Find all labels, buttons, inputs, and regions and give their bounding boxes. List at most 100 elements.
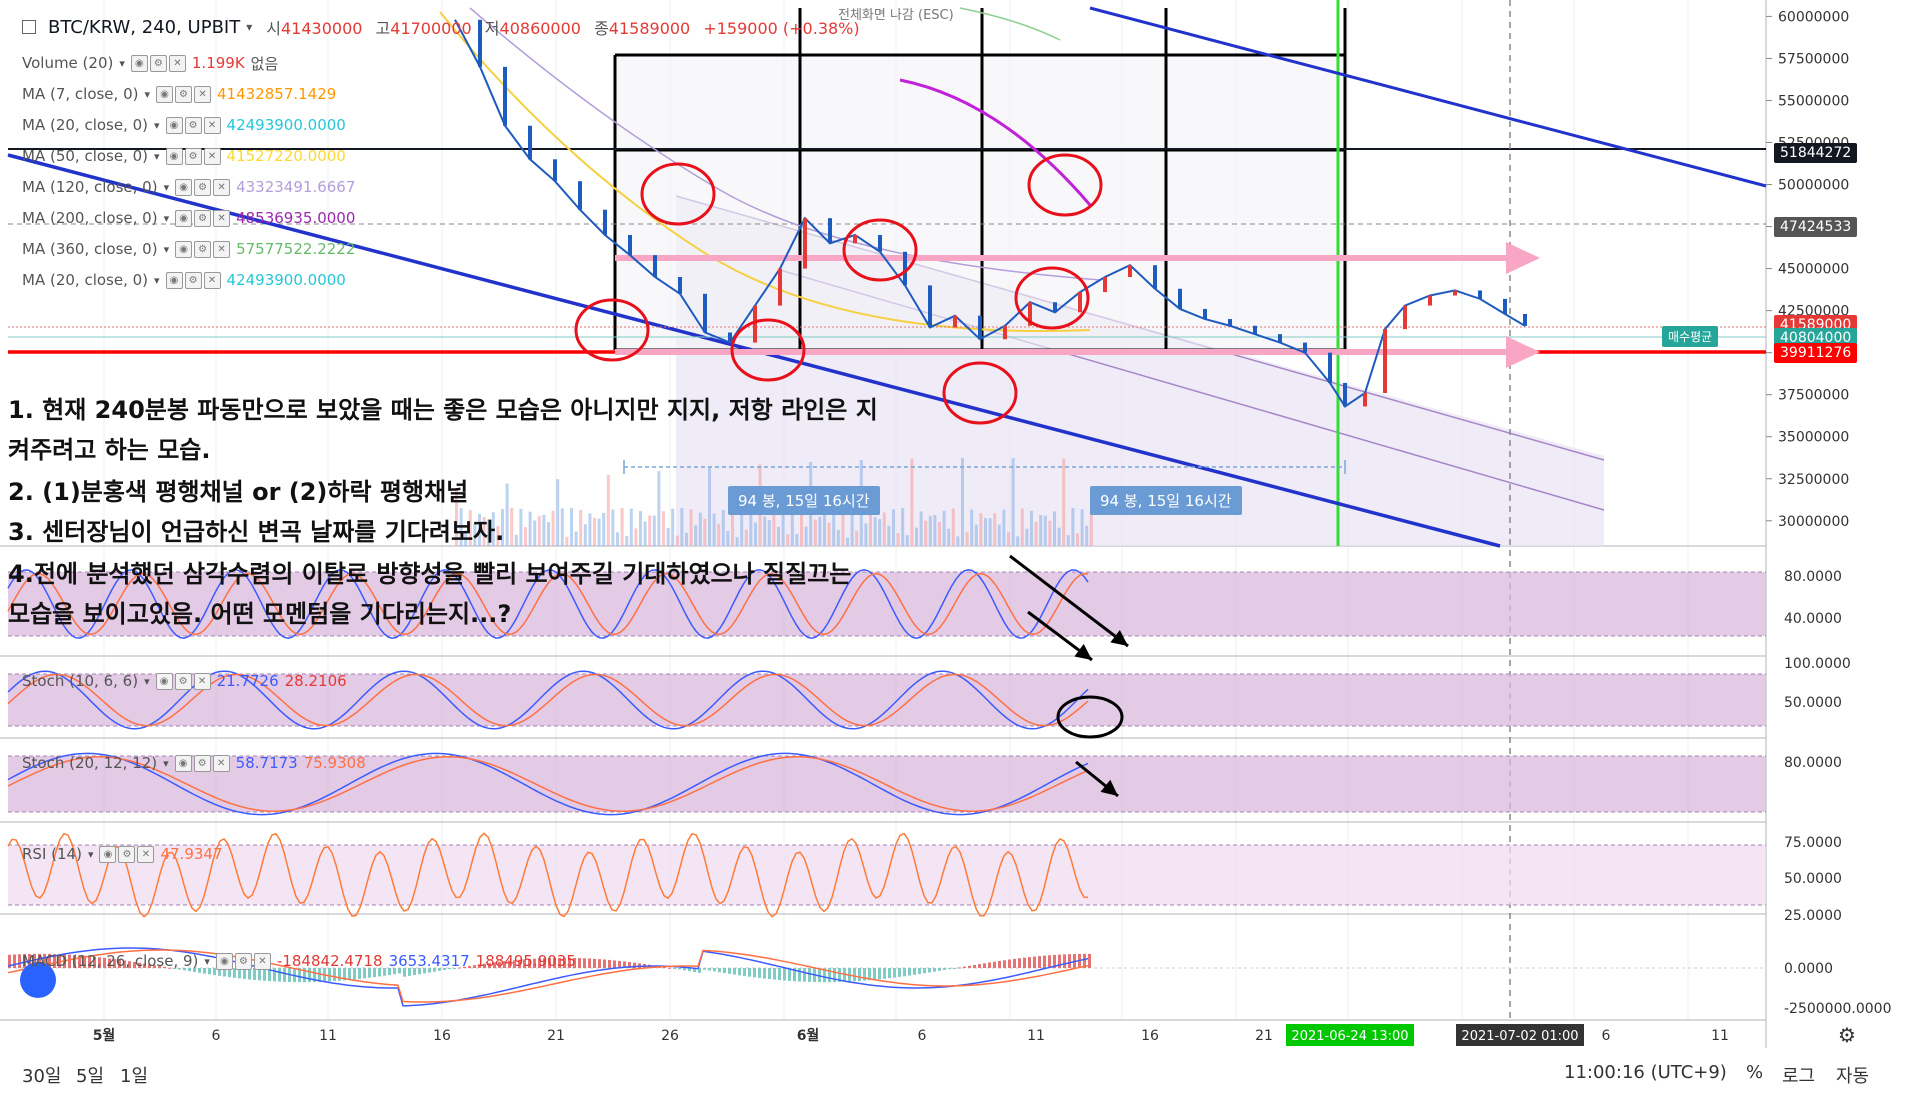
indicator-row[interactable]: Volume (20) ▾ ◉ ⚙ ✕ 1.199K 없음 xyxy=(22,52,278,74)
macd-histogram-bar xyxy=(858,968,861,981)
eye-icon[interactable]: ◉ xyxy=(99,845,117,863)
macd-legend[interactable]: MACD (12, 26, close, 9) ▾ ◉ ⚙ ✕ -184842.4718 3… xyxy=(22,950,576,972)
rsi-legend[interactable]: RSI (14) ▾ ◉ ⚙ ✕ 47.9347 xyxy=(22,843,223,865)
candle xyxy=(1053,302,1057,313)
symbol-title[interactable]: BTC/KRW, 240, UPBIT xyxy=(48,16,241,38)
indicator-label[interactable]: MA (20, close, 0) xyxy=(22,271,149,289)
indicator-row[interactable]: MA (200, close, 0) ▾ ◉ ⚙ ✕ 48536935.0000 xyxy=(22,207,355,229)
subpane-label[interactable]: Stoch (10, 6, 6) xyxy=(22,672,139,690)
indicator-row[interactable]: MA (360, close, 0) ▾ ◉ ⚙ ✕ 57577522.2222 xyxy=(22,238,355,260)
gear-icon[interactable]: ⚙ xyxy=(149,54,167,72)
eye-icon[interactable]: ◉ xyxy=(156,85,174,103)
range-5d-button[interactable]: 5일 xyxy=(76,1066,105,1087)
eye-icon[interactable]: ◉ xyxy=(175,209,193,227)
close-icon[interactable]: ✕ xyxy=(212,754,230,772)
indicator-row[interactable]: MA (20, close, 0) ▾ ◉ ⚙ ✕ 42493900.0000 xyxy=(22,114,346,136)
chevron-down-icon[interactable]: ▾ xyxy=(119,56,125,70)
indicator-label[interactable]: MA (7, close, 0) xyxy=(22,85,139,103)
gear-icon[interactable]: ⚙ xyxy=(234,952,252,970)
exit-fullscreen-hint[interactable]: 전체화면 나감 (ESC) xyxy=(838,8,954,23)
close-icon[interactable]: ✕ xyxy=(203,147,221,165)
stoch1-legend[interactable]: Stoch (10, 6, 6) ▾ ◉ ⚙ ✕ 21.7726 28.2106 xyxy=(22,670,347,692)
close-icon[interactable]: ✕ xyxy=(194,85,212,103)
close-icon[interactable]: ✕ xyxy=(203,271,221,289)
indicator-row[interactable]: MA (120, close, 0) ▾ ◉ ⚙ ✕ 43323491.6667 xyxy=(22,176,355,198)
gear-icon[interactable]: ⚙ xyxy=(194,209,212,227)
chevron-down-icon[interactable]: ▾ xyxy=(204,954,210,968)
chevron-down-icon[interactable]: ▾ xyxy=(154,118,160,132)
collapse-icon[interactable] xyxy=(22,20,36,34)
macd-histogram-bar xyxy=(733,968,736,975)
macd-histogram-bar xyxy=(143,963,146,968)
volume-bar xyxy=(887,525,891,546)
indicator-row[interactable]: MA (7, close, 0) ▾ ◉ ⚙ ✕ 41432857.1429 xyxy=(22,83,336,105)
stoch2-legend[interactable]: Stoch (20, 12, 12) ▾ ◉ ⚙ ✕ 58.7173 75.9308 xyxy=(22,752,366,774)
eye-icon[interactable]: ◉ xyxy=(155,672,173,690)
close-icon[interactable]: ✕ xyxy=(253,952,271,970)
close-icon[interactable]: ✕ xyxy=(193,672,211,690)
subpane-label[interactable]: Stoch (20, 12, 12) xyxy=(22,754,158,772)
gear-icon[interactable]: ⚙ xyxy=(118,845,136,863)
eye-icon[interactable]: ◉ xyxy=(175,240,193,258)
chevron-down-icon[interactable]: ▾ xyxy=(154,149,160,163)
close-icon[interactable]: ✕ xyxy=(213,209,231,227)
eye-icon[interactable]: ◉ xyxy=(215,952,233,970)
close-icon[interactable]: ✕ xyxy=(137,845,155,863)
eye-icon[interactable]: ◉ xyxy=(165,147,183,165)
auto-scale-button[interactable]: 자동 xyxy=(1836,1066,1870,1087)
close-icon[interactable]: ✕ xyxy=(213,240,231,258)
indicator-label[interactable]: MA (360, close, 0) xyxy=(22,240,158,258)
candle xyxy=(703,293,707,333)
close-icon[interactable]: ✕ xyxy=(213,178,231,196)
volume-bar xyxy=(947,528,951,546)
indicator-row[interactable]: MA (50, close, 0) ▾ ◉ ⚙ ✕ 41527220.0000 xyxy=(22,145,346,167)
gear-icon[interactable]: ⚙ xyxy=(184,116,202,134)
chevron-down-icon[interactable]: ▾ xyxy=(246,20,253,34)
volume-bar xyxy=(468,510,472,546)
indicator-row[interactable]: MA (20, close, 0) ▾ ◉ ⚙ ✕ 42493900.0000 xyxy=(22,269,346,291)
chevron-down-icon[interactable]: ▾ xyxy=(144,674,150,688)
gear-icon[interactable]: ⚙ xyxy=(193,754,211,772)
annotation-ellipse xyxy=(1056,695,1124,739)
gear-icon[interactable]: ⚙ xyxy=(194,240,212,258)
eye-icon[interactable]: ◉ xyxy=(174,754,192,772)
macd-histogram-bar xyxy=(553,957,556,968)
range-30d-button[interactable]: 30일 xyxy=(22,1066,62,1087)
range-1d-button[interactable]: 1일 xyxy=(120,1066,149,1087)
chevron-down-icon[interactable]: ▾ xyxy=(163,242,170,256)
eye-icon[interactable]: ◉ xyxy=(130,54,148,72)
gear-icon[interactable]: ⚙ xyxy=(175,85,193,103)
eye-icon[interactable]: ◉ xyxy=(175,178,193,196)
close-icon[interactable]: ✕ xyxy=(203,116,221,134)
percent-scale-button[interactable]: % xyxy=(1746,1062,1764,1083)
indicator-label[interactable]: MA (200, close, 0) xyxy=(22,209,158,227)
macd-histogram-bar xyxy=(318,968,321,982)
gear-icon[interactable]: ⚙ xyxy=(174,672,192,690)
indicator-buttons: ◉ ⚙ ✕ xyxy=(175,178,231,196)
macd-histogram-bar xyxy=(633,962,636,968)
chevron-down-icon[interactable]: ▾ xyxy=(154,273,160,287)
close-icon[interactable]: ✕ xyxy=(168,54,186,72)
log-scale-button[interactable]: 로그 xyxy=(1782,1066,1816,1087)
chevron-down-icon[interactable]: ▾ xyxy=(163,756,169,770)
chevron-down-icon[interactable]: ▾ xyxy=(144,87,151,101)
indicator-label[interactable]: MA (20, close, 0) xyxy=(22,116,149,134)
gear-icon[interactable]: ⚙ xyxy=(184,271,202,289)
volume-bar xyxy=(1085,525,1089,546)
eye-icon[interactable]: ◉ xyxy=(165,116,183,134)
gear-icon[interactable]: ⚙ xyxy=(1838,1023,1856,1047)
eye-icon[interactable]: ◉ xyxy=(165,271,183,289)
chevron-down-icon[interactable]: ▾ xyxy=(163,211,170,225)
gear-icon[interactable]: ⚙ xyxy=(184,147,202,165)
indicator-label[interactable]: MA (120, close, 0) xyxy=(22,178,158,196)
subpane-label[interactable]: RSI (14) xyxy=(22,845,82,863)
subpane-label[interactable]: MACD (12, 26, close, 9) xyxy=(22,952,199,970)
chevron-down-icon[interactable]: ▾ xyxy=(87,847,94,861)
indicator-label[interactable]: MA (50, close, 0) xyxy=(22,147,149,165)
indicator-label[interactable]: Volume (20) xyxy=(22,54,114,72)
volume-bar xyxy=(496,526,500,546)
chevron-down-icon[interactable]: ▾ xyxy=(163,180,170,194)
gear-icon[interactable]: ⚙ xyxy=(194,178,212,196)
volume-bar xyxy=(560,508,564,546)
